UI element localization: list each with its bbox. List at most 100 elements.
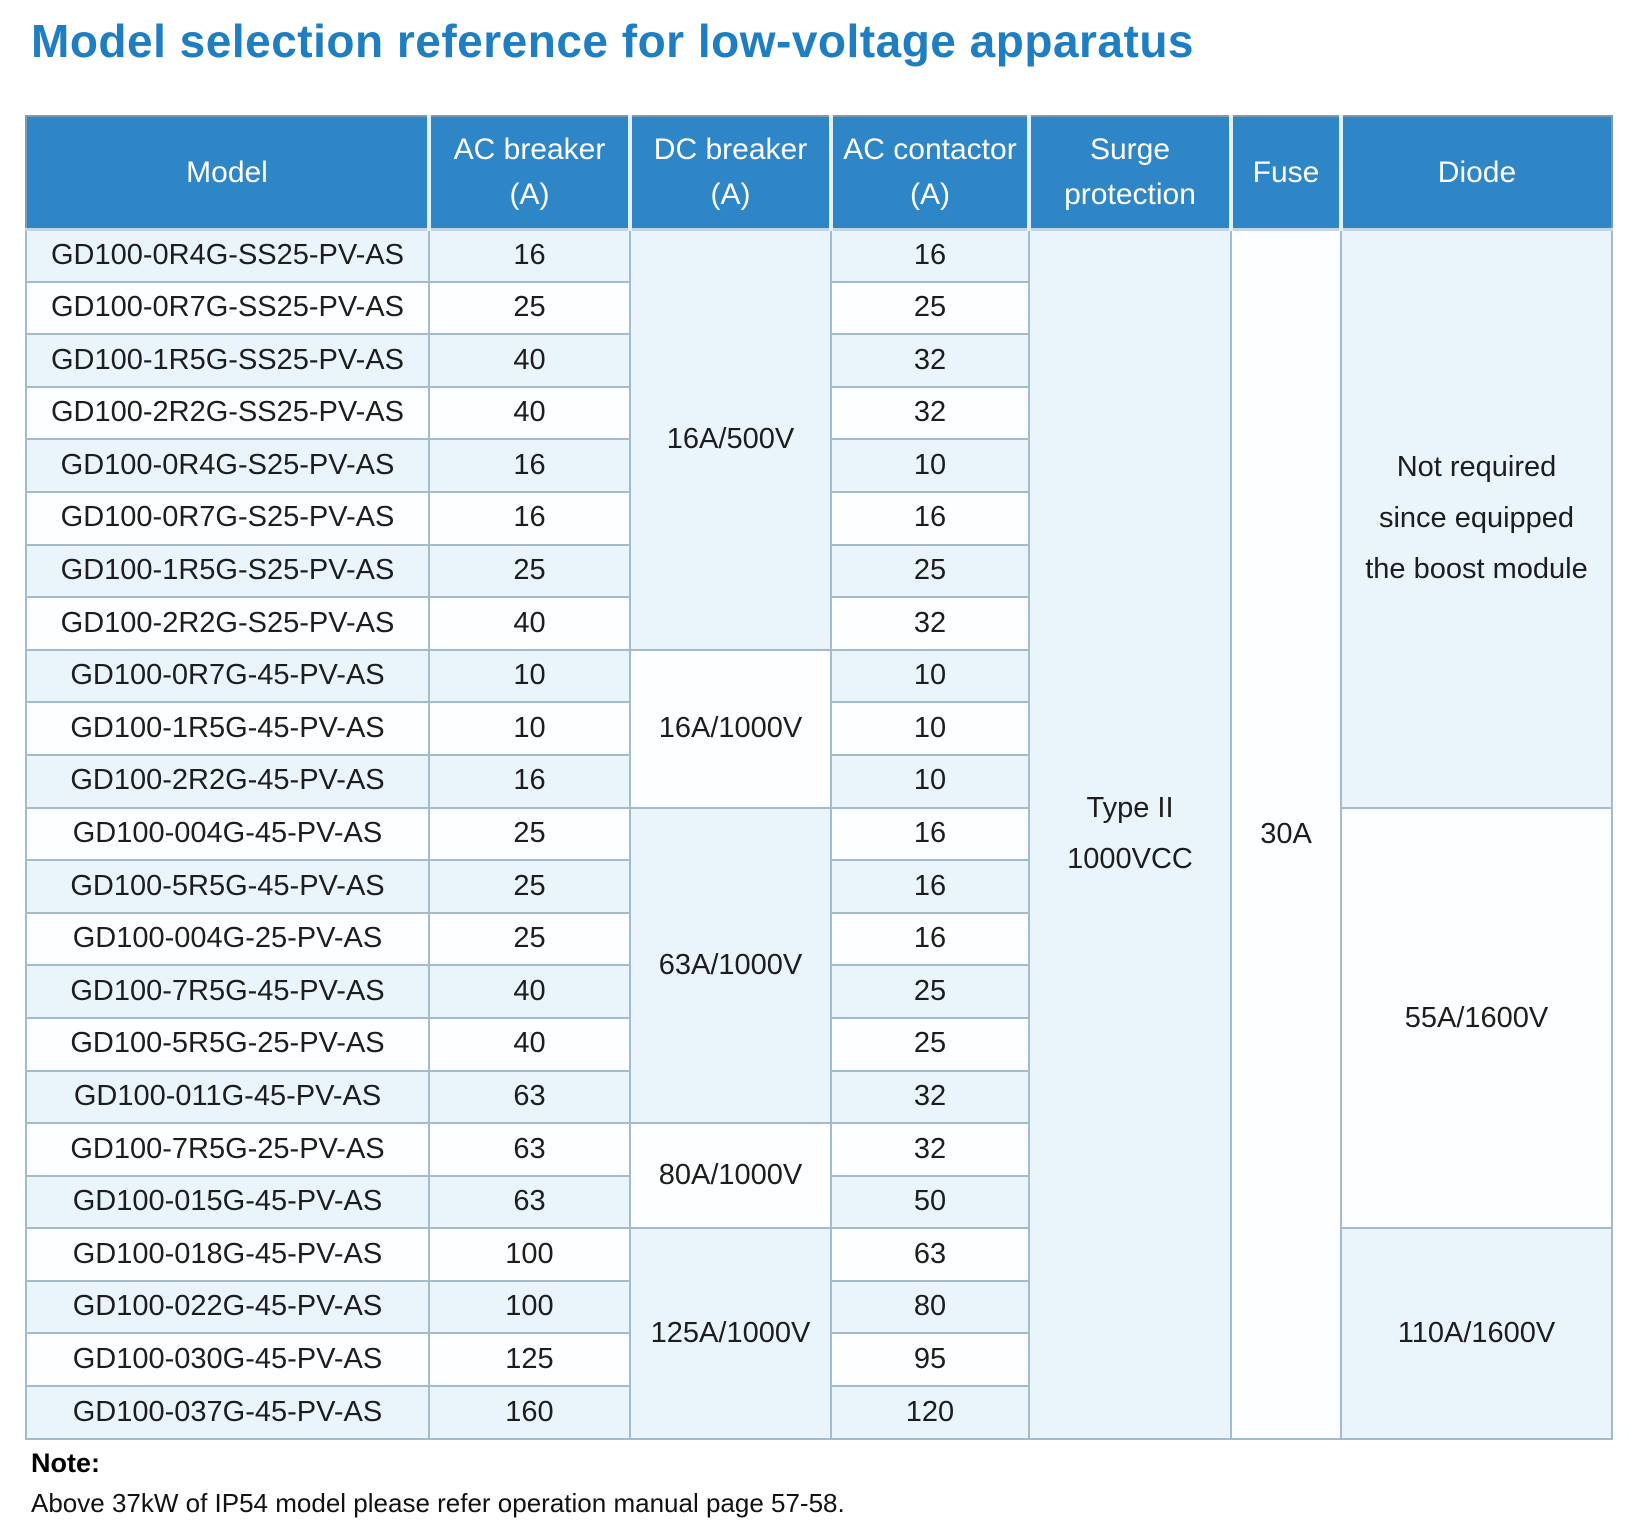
column-header-dc-breaker: DC breaker (A) (630, 116, 833, 231)
cell-diode: Not required since equipped the boost mo… (1340, 228, 1613, 809)
cell-ac-contactor: 50 (830, 1174, 1030, 1230)
cell-ac-breaker: 25 (428, 911, 631, 967)
cell-ac-contactor: 120 (830, 1385, 1030, 1440)
column-header-fuse: Fuse (1231, 116, 1343, 231)
table-row: GD100-037G-45-PV-AS 160 120 (25, 1385, 1612, 1440)
table-row: GD100-7R5G-25-PV-AS 63 80A/1000V 32 (25, 1122, 1612, 1230)
cell-ac-breaker: 25 (428, 543, 631, 599)
cell-model: GD100-1R5G-S25-PV-AS (25, 543, 430, 599)
cell-ac-breaker: 16 (428, 438, 631, 493)
cell-dc-breaker: 63A/1000V (629, 806, 832, 1125)
column-header-surge-protection: Surge protection (1029, 116, 1233, 231)
cell-ac-contactor: 16 (830, 859, 1030, 914)
cell-diode: 110A/1600V (1340, 1227, 1613, 1440)
cell-ac-breaker: 16 (428, 228, 631, 283)
cell-ac-breaker: 100 (428, 1227, 631, 1282)
cell-ac-contactor: 32 (830, 1069, 1030, 1125)
cell-ac-breaker: 16 (428, 753, 631, 809)
cell-ac-contactor: 16 (830, 228, 1030, 283)
table-row: GD100-004G-25-PV-AS 25 16 (25, 911, 1612, 967)
cell-model: GD100-015G-45-PV-AS (25, 1174, 430, 1230)
cell-ac-contactor: 32 (830, 1122, 1030, 1177)
cell-model: GD100-7R5G-25-PV-AS (25, 1122, 430, 1177)
cell-model: GD100-5R5G-45-PV-AS (25, 859, 430, 914)
cell-ac-contactor: 16 (830, 490, 1030, 546)
model-selection-table: Model AC breaker (A) DC breaker (A) AC cont… (25, 115, 1613, 1440)
cell-ac-breaker: 25 (428, 806, 631, 862)
table-row: GD100-1R5G-SS25-PV-AS 40 32 (25, 333, 1612, 388)
cell-ac-contactor: 95 (830, 1332, 1030, 1388)
table-row: GD100-015G-45-PV-AS 63 50 (25, 1174, 1612, 1230)
cell-model: GD100-011G-45-PV-AS (25, 1069, 430, 1125)
table-row: GD100-2R2G-45-PV-AS 16 10 (25, 753, 1612, 809)
column-header-ac-contactor: AC contactor (A) (831, 116, 1031, 231)
cell-model: GD100-018G-45-PV-AS (25, 1227, 430, 1282)
page-title: Model selection reference for low-voltag… (31, 15, 1195, 67)
table-body: GD100-0R4G-SS25-PV-AS 16 16A/500V 16 Type II… (25, 228, 1613, 1440)
column-header-ac-breaker: AC breaker (A) (429, 116, 632, 231)
cell-ac-breaker: 25 (428, 859, 631, 914)
table-row: GD100-2R2G-S25-PV-AS 40 32 (25, 596, 1612, 651)
cell-dc-breaker: 80A/1000V (629, 1122, 832, 1230)
cell-model: GD100-2R2G-S25-PV-AS (25, 596, 430, 651)
cell-ac-contactor: 25 (830, 964, 1030, 1019)
table-row: GD100-1R5G-S25-PV-AS 25 25 (25, 543, 1612, 599)
table-row: GD100-2R2G-SS25-PV-AS 40 32 (25, 385, 1612, 441)
cell-ac-breaker: 125 (428, 1332, 631, 1388)
cell-ac-contactor: 25 (830, 543, 1030, 599)
cell-ac-breaker: 160 (428, 1385, 631, 1440)
table-row: GD100-7R5G-45-PV-AS 40 25 (25, 964, 1612, 1019)
cell-model: GD100-1R5G-45-PV-AS (25, 701, 430, 756)
cell-ac-contactor: 25 (830, 280, 1030, 336)
cell-ac-breaker: 40 (428, 333, 631, 388)
cell-ac-breaker: 10 (428, 648, 631, 704)
cell-model: GD100-0R7G-45-PV-AS (25, 648, 430, 704)
note-text: Above 37kW of IP54 model please refer op… (31, 1488, 845, 1518)
cell-ac-breaker: 40 (428, 1016, 631, 1072)
table-row: GD100-0R7G-45-PV-AS 10 16A/1000V 10 (25, 648, 1612, 809)
table-row: GD100-022G-45-PV-AS 100 80 (25, 1279, 1612, 1335)
cell-ac-breaker: 63 (428, 1122, 631, 1177)
cell-ac-breaker: 10 (428, 701, 631, 756)
cell-ac-contactor: 80 (830, 1279, 1030, 1335)
cell-ac-breaker: 63 (428, 1174, 631, 1230)
cell-diode: 55A/1600V (1340, 806, 1613, 1230)
cell-model: GD100-004G-25-PV-AS (25, 911, 430, 967)
cell-ac-breaker: 25 (428, 280, 631, 336)
table-row: GD100-0R7G-SS25-PV-AS 25 25 (25, 280, 1612, 336)
cell-ac-breaker: 16 (428, 490, 631, 546)
column-header-diode: Diode (1341, 116, 1612, 231)
cell-ac-contactor: 16 (830, 911, 1030, 967)
cell-fuse: 30A (1230, 228, 1342, 1440)
cell-model: GD100-0R4G-SS25-PV-AS (25, 228, 430, 283)
cell-ac-contactor: 32 (830, 333, 1030, 388)
cell-model: GD100-1R5G-SS25-PV-AS (25, 333, 430, 388)
cell-dc-breaker: 16A/1000V (629, 648, 832, 809)
cell-model: GD100-0R7G-SS25-PV-AS (25, 280, 430, 336)
cell-model: GD100-7R5G-45-PV-AS (25, 964, 430, 1019)
table-header: Model AC breaker (A) DC breaker (A) AC cont… (26, 116, 1612, 231)
table-row: GD100-0R4G-S25-PV-AS 16 10 (25, 438, 1612, 493)
cell-model: GD100-0R7G-S25-PV-AS (25, 490, 430, 546)
cell-model: GD100-5R5G-25-PV-AS (25, 1016, 430, 1072)
table-row: GD100-1R5G-45-PV-AS 10 10 (25, 701, 1612, 756)
table-row: GD100-030G-45-PV-AS 125 95 (25, 1332, 1612, 1388)
cell-ac-breaker: 40 (428, 964, 631, 1019)
cell-model: GD100-030G-45-PV-AS (25, 1332, 430, 1388)
cell-model: GD100-022G-45-PV-AS (25, 1279, 430, 1335)
cell-ac-contactor: 10 (830, 753, 1030, 809)
cell-ac-contactor: 10 (830, 701, 1030, 756)
table-row: GD100-011G-45-PV-AS 63 32 (25, 1069, 1612, 1125)
table-header-row: Model AC breaker (A) DC breaker (A) AC cont… (26, 116, 1612, 231)
cell-ac-contactor: 32 (830, 385, 1030, 441)
cell-dc-breaker: 16A/500V (629, 228, 832, 651)
cell-ac-contactor: 63 (830, 1227, 1030, 1282)
cell-dc-breaker: 125A/1000V (629, 1227, 832, 1440)
cell-ac-contactor: 10 (830, 648, 1030, 704)
cell-surge-protection: Type II 1000VCC (1028, 228, 1232, 1440)
cell-model: GD100-004G-45-PV-AS (25, 806, 430, 862)
cell-model: GD100-2R2G-SS25-PV-AS (25, 385, 430, 441)
cell-model: GD100-0R4G-S25-PV-AS (25, 438, 430, 493)
table-row: GD100-5R5G-25-PV-AS 40 25 (25, 1016, 1612, 1072)
table-row: GD100-5R5G-45-PV-AS 25 16 (25, 859, 1612, 914)
